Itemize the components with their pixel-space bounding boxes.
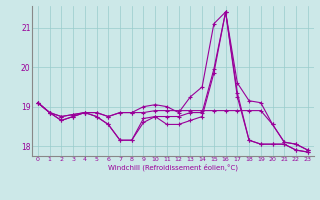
X-axis label: Windchill (Refroidissement éolien,°C): Windchill (Refroidissement éolien,°C) (108, 164, 238, 171)
